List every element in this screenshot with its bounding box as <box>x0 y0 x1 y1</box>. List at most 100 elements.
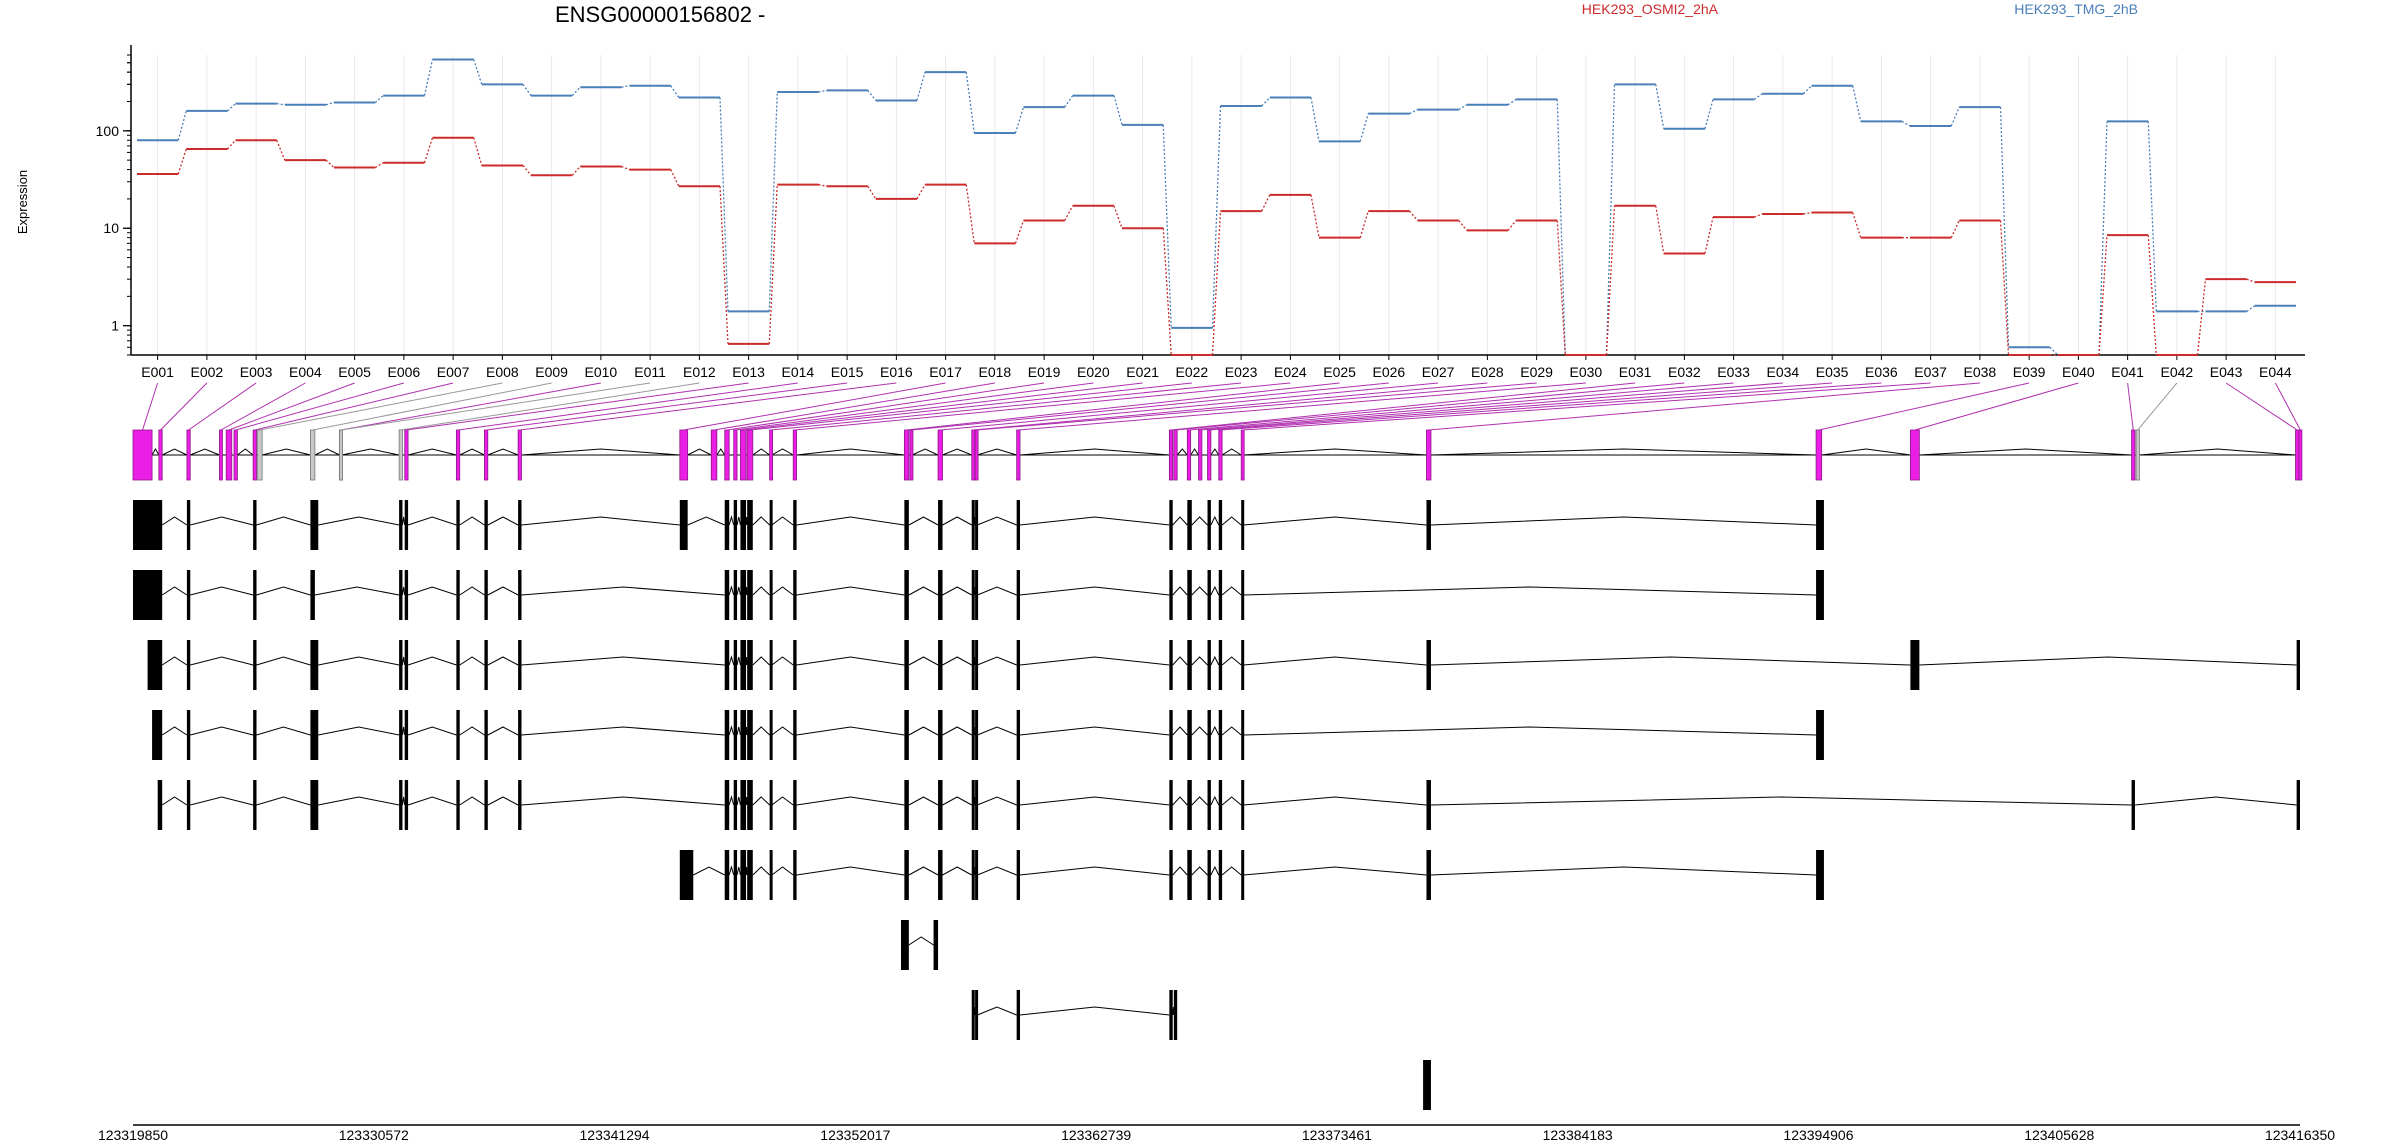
intron-line <box>796 866 905 876</box>
exon-block <box>2298 429 2303 481</box>
exon-connector <box>911 382 1389 431</box>
exon-block <box>2131 780 2135 830</box>
exon-block <box>746 429 754 481</box>
exon-block <box>310 780 319 830</box>
series-connector <box>473 137 483 166</box>
series-connector <box>423 137 434 163</box>
exon-block <box>404 780 409 830</box>
exon-block <box>1168 429 1174 481</box>
genomic-tick-label: 123330572 <box>339 1127 409 1140</box>
exon-block <box>740 710 747 760</box>
x-tick-label: E037 <box>1914 364 1947 380</box>
exon-connector <box>341 382 651 431</box>
series-connector <box>965 184 975 244</box>
exon-block <box>1173 990 1178 1040</box>
exon-block <box>909 429 914 481</box>
intron-line <box>771 726 794 736</box>
intron-line <box>912 448 939 456</box>
series-connector <box>374 95 384 104</box>
exon-connector <box>771 382 1242 431</box>
exon-block <box>399 500 403 550</box>
exon-block <box>484 640 488 690</box>
genomic-tick-label: 123384183 <box>1543 1127 1613 1140</box>
exon-connector <box>406 382 749 431</box>
series-connector <box>1211 105 1222 328</box>
intron-line <box>977 726 1017 736</box>
series-connector <box>2246 278 2255 283</box>
x-tick-label: E003 <box>240 364 273 380</box>
x-tick-label: E036 <box>1865 364 1898 380</box>
series-connector <box>423 59 434 96</box>
intron-line <box>977 516 1017 526</box>
exon-block <box>1816 710 1824 760</box>
plot-area: 1 10 100 E001 E002 E003 E004 E005 E006 E007 E008 E0… <box>96 45 2305 380</box>
intron-line <box>752 796 770 806</box>
series-connector <box>1852 85 1862 122</box>
intron-line <box>1221 726 1242 736</box>
series-connector <box>1704 99 1714 129</box>
exon-connector <box>2274 382 2301 431</box>
intron-line <box>521 796 725 806</box>
intron-line <box>908 586 939 596</box>
series-connector <box>1113 95 1123 126</box>
intron-line <box>161 448 188 456</box>
exon-block <box>456 710 460 760</box>
series-connector <box>1261 194 1271 212</box>
series-connector <box>1852 212 1862 238</box>
intron-line <box>771 796 794 806</box>
genomic-tick-label: 123362739 <box>1061 1127 1131 1140</box>
exon-block <box>1207 640 1211 690</box>
intron-line <box>1243 516 1427 526</box>
series-connector <box>1458 220 1468 231</box>
exon-block <box>225 429 233 481</box>
x-tick-label: E018 <box>979 364 1012 380</box>
intron-line <box>1019 866 1170 876</box>
intron-line <box>1430 796 2132 806</box>
x-tick-label: E038 <box>1964 364 1997 380</box>
exon-block <box>724 710 730 760</box>
legend-entry: HEK293_TMG_2hB <box>2014 1 2138 17</box>
intron-line <box>407 656 457 666</box>
intron-line <box>771 516 794 526</box>
exon-connector <box>1175 382 1685 431</box>
exon-block <box>733 570 738 620</box>
exon-block <box>455 429 461 481</box>
exon-block <box>399 570 403 620</box>
series-connector <box>1409 210 1418 221</box>
exon-block <box>971 640 975 690</box>
intron-line <box>745 516 748 526</box>
exon-block <box>733 429 738 481</box>
x-tick-label: E013 <box>732 364 765 380</box>
x-tick-label: E015 <box>831 364 864 380</box>
series-connector <box>325 159 335 168</box>
exon-block <box>1910 640 1920 690</box>
intron-line <box>977 866 1017 876</box>
exon-connector <box>1818 382 2030 431</box>
exon-block <box>1218 500 1223 550</box>
intron-line <box>318 516 400 526</box>
intron-line <box>1019 516 1170 526</box>
x-tick-label: E043 <box>2210 364 2243 380</box>
exon-block <box>733 850 738 900</box>
intron-line <box>796 726 905 736</box>
exon-block <box>484 429 489 481</box>
exon-block <box>733 710 738 760</box>
intron-line <box>1176 448 1188 456</box>
series-group <box>137 136 2296 356</box>
x-tick-label: E041 <box>2111 364 2144 380</box>
x-tick-label: E024 <box>1274 364 1307 380</box>
exon-block <box>456 780 460 830</box>
intron-line <box>1221 796 1242 806</box>
series-connector <box>1704 217 1714 254</box>
exon-block <box>1816 500 1824 550</box>
exon-block <box>186 429 191 481</box>
intron-line <box>521 516 680 526</box>
exon-connector <box>2225 382 2298 431</box>
intron-line <box>1019 1006 1170 1016</box>
exon-block <box>2296 640 2300 690</box>
intron-line <box>318 726 400 736</box>
series-connector <box>916 184 926 200</box>
exon-block <box>975 780 979 830</box>
intron-line <box>736 586 741 596</box>
intron-line <box>942 866 972 876</box>
